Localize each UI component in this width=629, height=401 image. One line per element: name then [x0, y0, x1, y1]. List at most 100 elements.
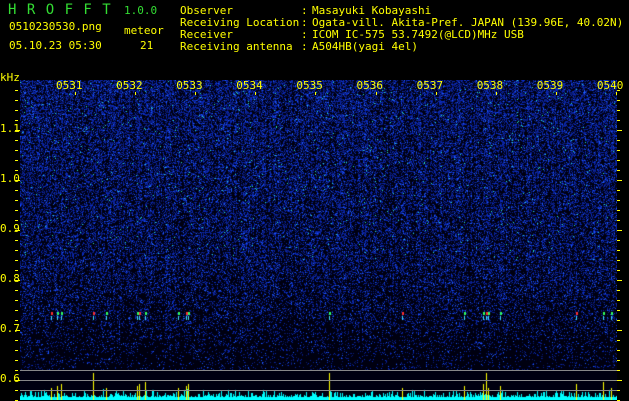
y-tick: [15, 180, 20, 181]
y-tick: [617, 150, 620, 151]
y-tick: [15, 370, 18, 371]
info-label: Receiving antenna: [180, 40, 293, 53]
y-tick: [617, 130, 622, 131]
y-tick: [15, 380, 20, 381]
y-tick: [15, 200, 18, 201]
y-tick: [15, 240, 18, 241]
y-tick: [617, 110, 620, 111]
y-tick: [617, 190, 620, 191]
info-value: Ogata-vill. Akita-Pref. JAPAN (139.96E, …: [312, 16, 624, 29]
y-tick: [617, 270, 620, 271]
y-tick: [15, 340, 18, 341]
y-tick: [617, 310, 620, 311]
y-tick: [617, 250, 620, 251]
y-tick: [15, 230, 20, 231]
x-tick: [615, 92, 617, 95]
info-colon: :: [301, 4, 308, 17]
info-colon: :: [301, 28, 308, 41]
y-tick: [617, 210, 620, 211]
x-tick: [315, 92, 317, 95]
y-tick: [617, 340, 620, 341]
x-tick: [435, 92, 437, 95]
app-version: 1.0.0: [124, 4, 158, 17]
x-tick-label: 0539: [536, 79, 564, 92]
y-tick-label: 0.7: [0, 322, 20, 335]
y-tick: [617, 170, 620, 171]
meteor-label: meteor: [124, 24, 164, 37]
threshold-line: [20, 380, 617, 381]
y-tick-label: 0.8: [0, 272, 20, 285]
x-tick-label: 0534: [236, 79, 263, 92]
y-tick: [15, 120, 18, 121]
y-tick: [15, 170, 18, 171]
y-tick: [15, 300, 18, 301]
x-tick-label: 0540: [596, 79, 624, 92]
y-tick: [617, 300, 620, 301]
info-label: Receiver: [180, 28, 233, 41]
datetime: 05.10.23 05:30: [9, 39, 102, 52]
app-title: H R O F F T: [8, 2, 112, 18]
y-tick: [15, 350, 18, 351]
y-tick: [15, 280, 20, 281]
x-tick: [195, 92, 197, 95]
y-tick: [617, 390, 620, 391]
y-tick: [617, 230, 622, 231]
y-tick-label: 0.9: [0, 222, 20, 235]
x-tick-label: 0536: [356, 79, 384, 92]
y-tick: [617, 380, 622, 381]
info-label: Observer: [180, 4, 233, 17]
x-tick-label: 0531: [56, 79, 83, 92]
x-tick: [375, 92, 377, 95]
meteor-count: 21: [140, 39, 154, 52]
y-tick: [617, 160, 620, 161]
y-tick: [15, 110, 18, 111]
y-tick: [15, 90, 18, 91]
y-tick: [617, 120, 620, 121]
y-tick: [617, 200, 620, 201]
y-tick: [15, 130, 20, 131]
x-tick: [495, 92, 497, 95]
y-tick: [15, 270, 18, 271]
y-tick: [15, 220, 18, 221]
y-tick: [15, 190, 18, 191]
y-tick: [15, 140, 18, 141]
y-tick-label: 1.0: [0, 172, 20, 185]
y-tick: [15, 320, 18, 321]
y-tick: [15, 260, 18, 261]
y-tick: [617, 140, 620, 141]
x-tick-label: 0538: [476, 79, 504, 92]
y-tick: [617, 290, 620, 291]
x-tick-label: 0533: [176, 79, 203, 92]
y-tick: [15, 330, 20, 331]
y-tick: [15, 310, 18, 311]
y-tick: [15, 150, 18, 151]
info-colon: :: [301, 16, 308, 29]
y-tick: [617, 180, 622, 181]
y-tick: [617, 370, 620, 371]
threshold-line: [20, 370, 617, 371]
y-tick: [617, 360, 620, 361]
info-value: ICOM IC-575 53.7492(@LCD)MHz USB: [312, 28, 524, 41]
info-value: Masayuki Kobayashi: [312, 4, 432, 17]
y-tick: [617, 280, 622, 281]
y-tick: [15, 210, 18, 211]
y-tick: [15, 160, 18, 161]
info-value: A504HB(yagi 4el): [312, 40, 418, 53]
info-label: Receiving Location: [180, 16, 300, 29]
x-tick: [255, 92, 257, 95]
x-tick-label: 0537: [416, 79, 444, 92]
y-tick-label: 1.1: [0, 122, 20, 135]
x-tick-label: 0532: [116, 79, 143, 92]
x-tick: [75, 92, 76, 95]
info-colon: :: [301, 40, 308, 53]
y-tick: [15, 250, 18, 251]
y-axis-label: kHz: [0, 71, 20, 84]
y-tick: [617, 90, 620, 91]
y-tick: [617, 220, 620, 221]
x-tick: [555, 92, 557, 95]
y-tick: [617, 240, 620, 241]
x-tick: [135, 92, 137, 95]
threshold-line: [20, 390, 617, 391]
waterfall-spectrogram: [20, 80, 617, 400]
y-tick: [617, 320, 620, 321]
